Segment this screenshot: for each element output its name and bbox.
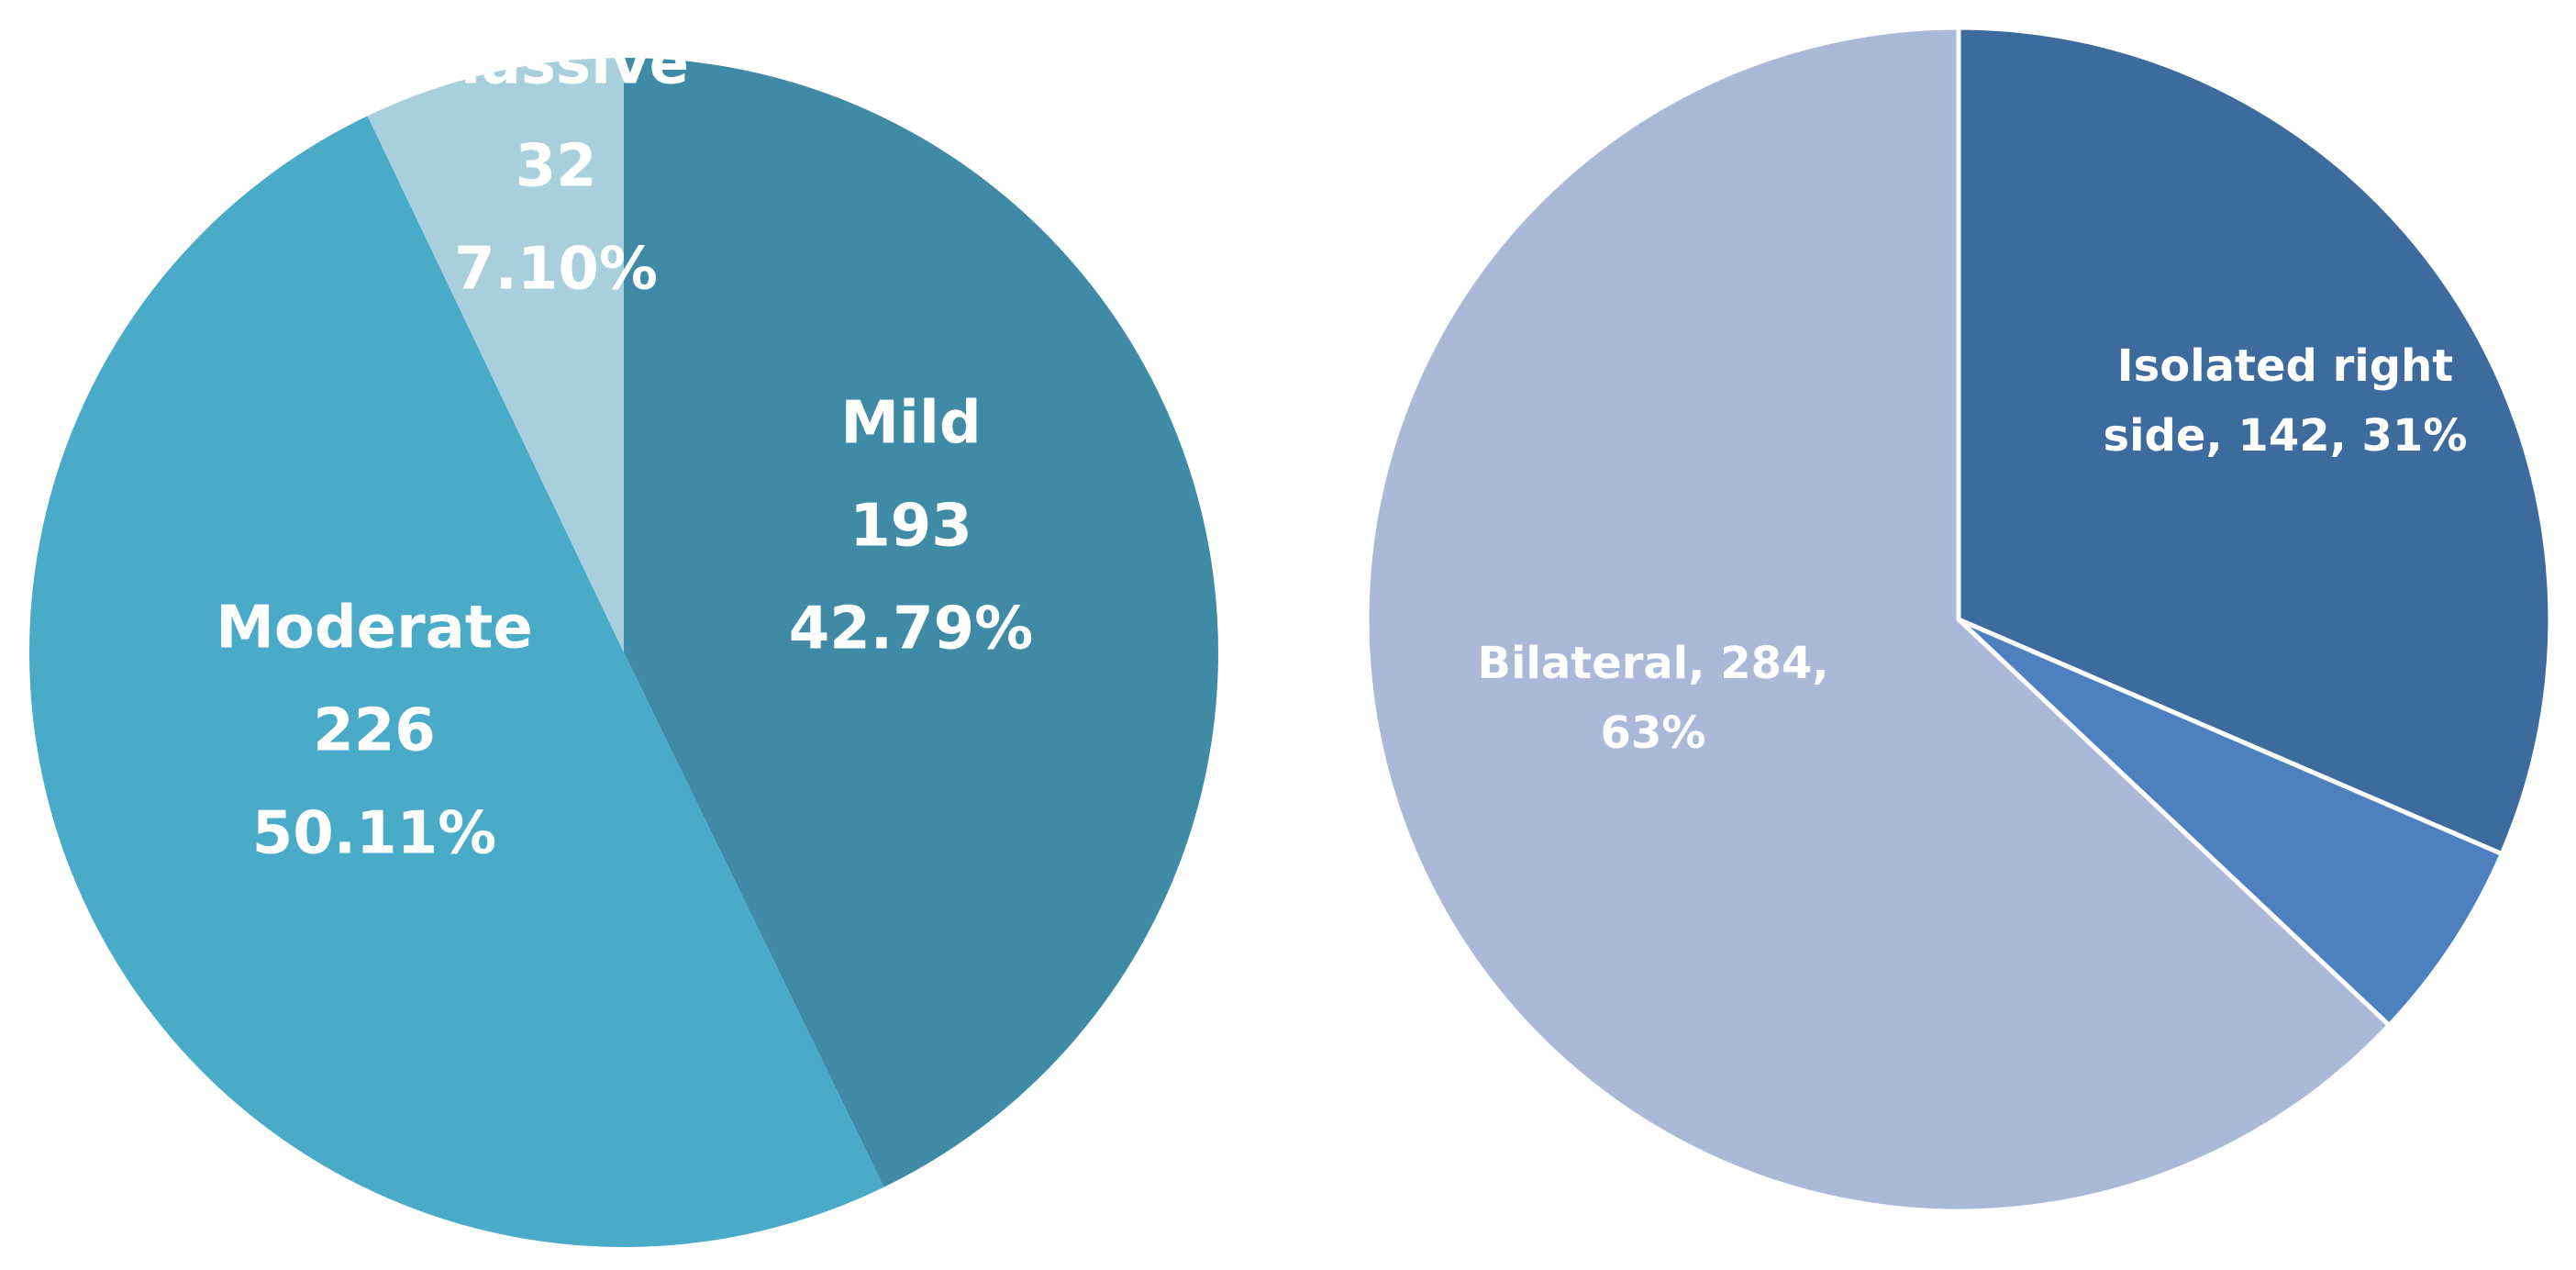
data-label-line: 63% [1601,707,1706,759]
data-label-bilateral: Bilateral, 284, 63% [1477,638,1828,759]
pie-slice-slice-1 [1957,617,2505,1029]
data-label-line: 226 [313,696,436,764]
data-label-line: 42.79% [789,595,1034,663]
severity-pie-chart: Mild 193 42.79% Moderate 226 50.11% Massive 32 7… [28,29,1219,1248]
pie-slice-isolated-right-side [1956,25,2553,857]
data-label-line: 7.10% [454,235,658,303]
data-label-line: 193 [849,492,972,560]
data-label-isolated-right-side: Isolated right side, 142, 31% [2104,340,2468,462]
data-label-line: Moderate [216,594,533,662]
data-label-line: 50.11% [252,799,497,867]
data-label-line: Mild [840,389,981,457]
data-label-mild: Mild 193 42.79% [789,389,1034,663]
pie-slice-mild [624,58,1219,1187]
side-pie-chart: Isolated right side, 142, 31% Bilateral, 2… [1364,25,2553,1214]
pie-slice-massive [367,58,624,652]
data-label-massive: Massive 32 7.10% [423,29,689,303]
data-label-line: Massive [423,29,689,97]
data-label-moderate: Moderate 226 50.11% [216,594,533,867]
data-label-line: side, 142, 31% [2104,410,2468,462]
data-label-line: Bilateral, 284, [1477,638,1828,689]
data-label-line: 32 [515,132,596,200]
data-label-line: Isolated right [2117,340,2453,392]
pie-slice-moderate [28,116,884,1248]
pie-slice-bilateral [1364,25,2393,1214]
